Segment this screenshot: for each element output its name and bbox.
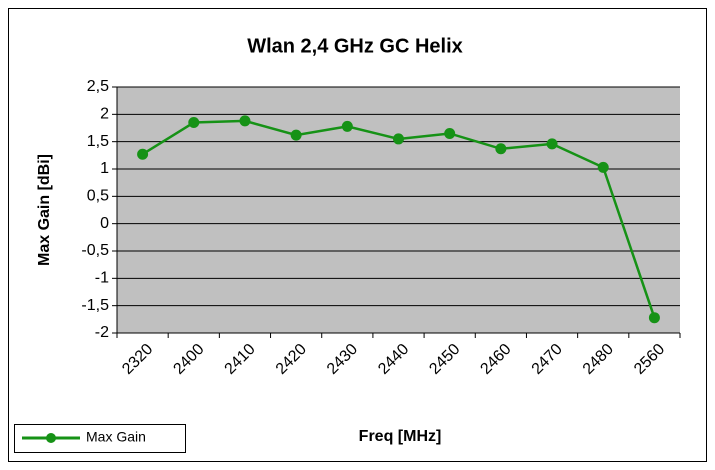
data-point — [546, 138, 558, 150]
legend-label: Max Gain — [86, 429, 146, 445]
y-tick-label: 2 — [100, 106, 109, 123]
y-axis-label: Max Gain [dBi] — [36, 154, 53, 266]
y-tick-label: 2,5 — [87, 78, 109, 95]
legend-marker — [46, 433, 56, 443]
x-axis-label: Freq [MHz] — [359, 428, 442, 445]
y-tick-label: 1,5 — [87, 133, 109, 150]
y-tick-label: -1 — [95, 270, 109, 287]
data-point — [648, 312, 660, 324]
data-point — [341, 120, 353, 132]
y-tick-label: 1 — [100, 160, 109, 177]
chart-title: Wlan 2,4 GHz GC Helix — [247, 35, 463, 57]
data-point — [597, 161, 609, 173]
y-tick-label: -2 — [95, 324, 109, 341]
y-tick-label: -1,5 — [81, 297, 109, 314]
data-point — [495, 143, 507, 155]
y-tick-label: 0,5 — [87, 188, 109, 205]
data-point — [239, 115, 251, 127]
data-point — [137, 148, 149, 160]
y-tick-label: -0,5 — [81, 242, 109, 259]
plot-area — [117, 87, 680, 333]
data-point — [188, 117, 200, 129]
data-point — [290, 129, 302, 141]
data-point — [444, 127, 456, 139]
y-tick-label: 0 — [100, 215, 109, 232]
data-point — [393, 133, 404, 145]
